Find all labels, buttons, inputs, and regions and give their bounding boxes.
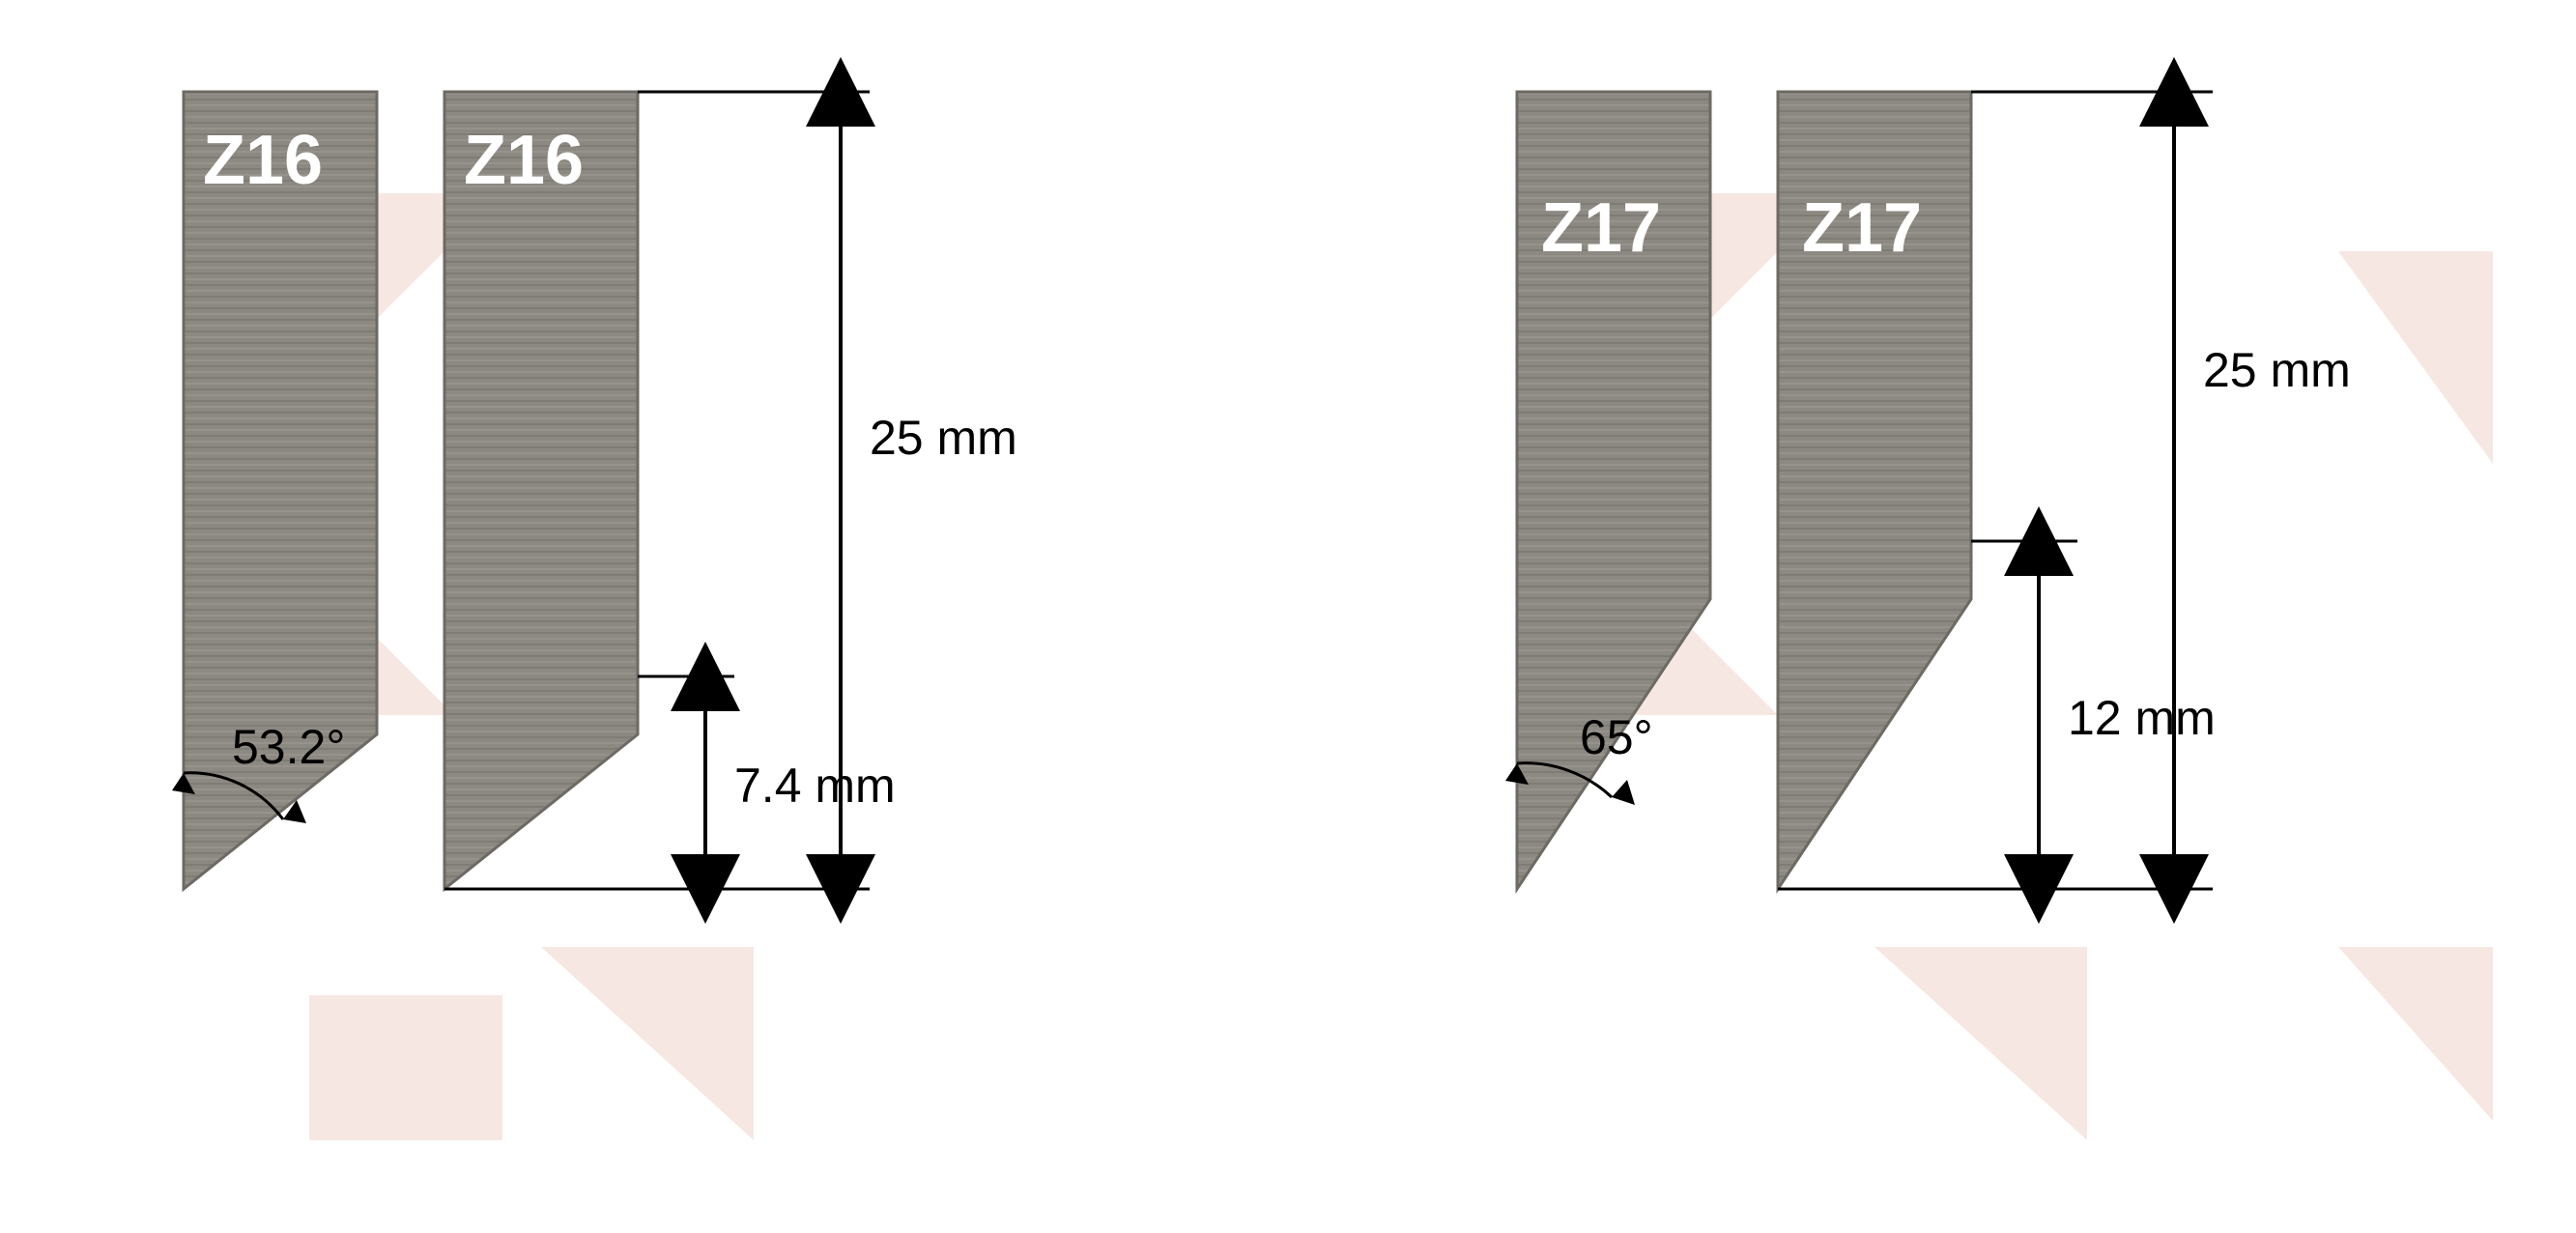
z16-label-a: Z16 xyxy=(203,122,323,199)
diagram-canvas: Z16 Z16 53.2° 25 mm 7.4 mm Z17 Z17 xyxy=(0,0,2576,1233)
z16-angle-label: 53.2° xyxy=(232,720,345,774)
z17-label-b: Z17 xyxy=(1802,189,1922,267)
z16-dim-cut: 7.4 mm xyxy=(734,759,896,813)
panel-z17: Z17 Z17 65° 25 mm 12 mm xyxy=(1505,92,2351,889)
z16-dim-total: 25 mm xyxy=(870,411,1017,465)
diagram-svg: Z16 Z16 53.2° 25 mm 7.4 mm Z17 Z17 xyxy=(0,0,2576,1233)
z17-dim-cut: 12 mm xyxy=(2068,691,2216,745)
z17-dim-total: 25 mm xyxy=(2203,343,2351,397)
z17-angle-label: 65° xyxy=(1580,710,1653,764)
z16-blade-b xyxy=(444,92,638,889)
z16-label-b: Z16 xyxy=(464,122,584,199)
panel-z16: Z16 Z16 53.2° 25 mm 7.4 mm xyxy=(172,92,1017,889)
z17-label-a: Z17 xyxy=(1541,189,1661,267)
